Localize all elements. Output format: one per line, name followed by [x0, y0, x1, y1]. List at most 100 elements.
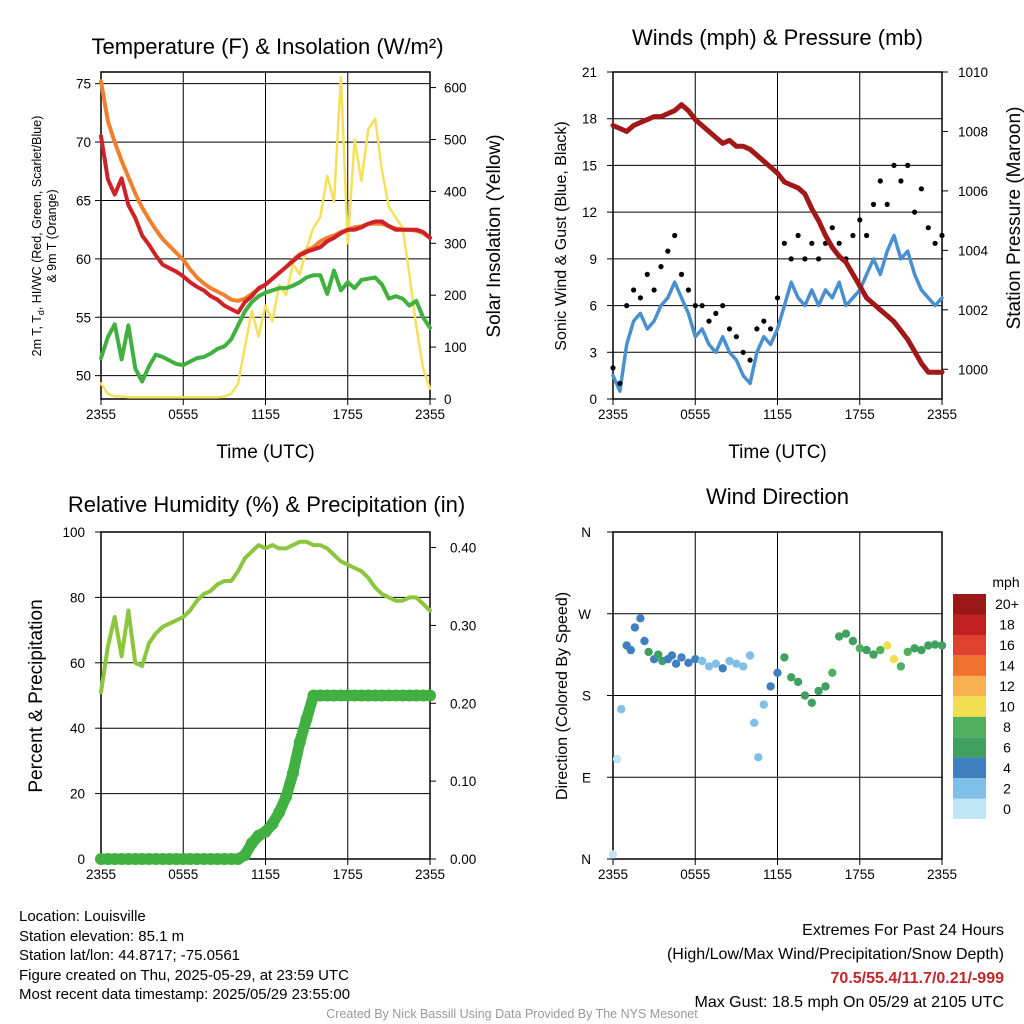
x-tick-label: 1755 — [845, 407, 875, 422]
precip-point — [293, 736, 306, 749]
y-tick-label: 50 — [76, 369, 91, 384]
direction-point — [787, 673, 796, 682]
gust-point — [706, 318, 712, 324]
x-tick-label: 0555 — [680, 867, 710, 882]
precip-point — [286, 767, 299, 780]
y-tick-label: 0 — [77, 852, 85, 867]
figure-created: Figure created on Thu, 2025-05-29, at 23… — [19, 966, 349, 984]
y-tick-label: E — [582, 770, 591, 785]
gust-point — [624, 303, 630, 309]
y-tick-label: 65 — [76, 193, 91, 208]
y-tick-label: 3 — [589, 345, 597, 360]
gust-point — [768, 326, 774, 332]
x-tick-label: 2355 — [86, 867, 116, 882]
x-axis-label: Time (UTC) — [216, 442, 315, 463]
y-tick-label: 70 — [76, 135, 91, 150]
recent-data-timestamp: Most recent data timestamp: 2025/05/29 2… — [19, 986, 351, 1004]
x-tick-label: 1155 — [251, 867, 280, 882]
gust-point — [692, 303, 698, 309]
x-tick-label: 2355 — [415, 867, 445, 882]
direction-point — [937, 641, 947, 650]
direction-point — [828, 668, 837, 677]
y-tick-label: N — [581, 525, 591, 540]
gust-point — [699, 303, 705, 309]
direction-point — [677, 653, 686, 662]
gust-point — [685, 287, 692, 293]
direction-point — [711, 659, 720, 668]
x-tick-label: 1155 — [251, 407, 280, 422]
precip-point — [280, 790, 293, 803]
direction-point — [630, 623, 640, 632]
direction-point — [640, 636, 649, 646]
y2-tick-label: 1010 — [958, 65, 988, 80]
colorbar-label: 20+ — [995, 596, 1019, 612]
colorbar-unit-label: mph — [992, 574, 1019, 590]
y2-tick-label: 1008 — [958, 124, 988, 139]
y2-axis-label: Solar Insolation (Yellow) — [484, 134, 505, 337]
direction-point — [739, 662, 748, 671]
extremes-subheading: (High/Low/Max Wind/Precipitation/Snow De… — [666, 946, 1004, 963]
gust-point — [678, 271, 685, 277]
gust-point — [747, 357, 753, 363]
y2-tick-label: 1000 — [958, 362, 988, 377]
direction-point — [855, 644, 864, 653]
y-tick-label: 60 — [76, 252, 91, 267]
series-line-pressure — [610, 102, 945, 375]
y2-tick-label: 0.30 — [450, 618, 476, 633]
direction-point — [718, 664, 727, 673]
chart-title: Relative Humidity (%) & Precipitation (i… — [68, 492, 465, 517]
x-tick-label: 1755 — [845, 867, 875, 882]
y2-tick-label: 600 — [444, 81, 467, 96]
gust-point — [761, 318, 767, 324]
precip-point — [300, 712, 313, 725]
gust-point — [816, 256, 822, 262]
y-axis-label: Sonic Wind & Gust (Blue, Black) — [553, 121, 570, 350]
direction-point — [862, 645, 871, 655]
direction-point — [930, 640, 940, 649]
gust-point — [877, 178, 883, 184]
station-latlon: Station lat/lon: 44.8717; -75.0561 — [19, 947, 241, 965]
colorbar-swatch — [953, 634, 986, 656]
gust-point — [637, 295, 644, 301]
gust-point — [617, 380, 623, 386]
colorbar-label: 10 — [999, 699, 1015, 715]
y2-tick-label: 200 — [444, 288, 467, 303]
gust-point — [850, 232, 856, 239]
y-tick-label: 12 — [582, 205, 597, 220]
y2-tick-label: 0.10 — [450, 774, 476, 789]
y-tick-label: 21 — [582, 65, 597, 80]
gust-point — [836, 240, 842, 246]
direction-point — [626, 645, 635, 655]
direction-point — [617, 704, 626, 714]
y-tick-label: 60 — [70, 656, 85, 671]
direction-point — [924, 641, 933, 650]
direction-point — [704, 662, 714, 671]
gust-point — [918, 186, 925, 192]
y-tick-label: 0 — [589, 392, 597, 407]
colorbar-swatch — [953, 757, 986, 779]
gust-point — [898, 178, 904, 184]
x-tick-label: 2355 — [415, 407, 445, 422]
gust-point — [774, 295, 781, 301]
y-tick-label: S — [582, 689, 591, 704]
station-location: Location: Louisville — [19, 908, 146, 925]
max-gust: Max Gust: 18.5 mph On 05/29 at 2105 UTC — [694, 994, 1005, 1011]
gust-point — [932, 240, 938, 246]
y2-tick-label: 0.20 — [450, 696, 476, 711]
precip-point — [238, 849, 251, 862]
direction-point — [807, 698, 816, 707]
y-axis-label: 2m T, Td, HI/WC (Red, Green, Scarlet/Blu… — [30, 116, 46, 357]
direction-point — [644, 647, 653, 657]
y2-tick-label: 0.40 — [450, 541, 476, 556]
direction-point — [654, 650, 663, 659]
gust-point — [726, 326, 733, 332]
colorbar-label: 14 — [999, 658, 1015, 674]
chart-title: Winds (mph) & Pressure (mb) — [632, 25, 923, 50]
x-axis-label: Time (UTC) — [728, 442, 827, 463]
chart-title: Temperature (F) & Insolation (W/m²) — [91, 34, 443, 59]
chart-title: Wind Direction — [706, 484, 849, 509]
y-axis-label: Direction (Colored By Speed) — [554, 592, 571, 800]
gust-point — [754, 326, 760, 332]
colorbar-swatch — [953, 655, 986, 676]
